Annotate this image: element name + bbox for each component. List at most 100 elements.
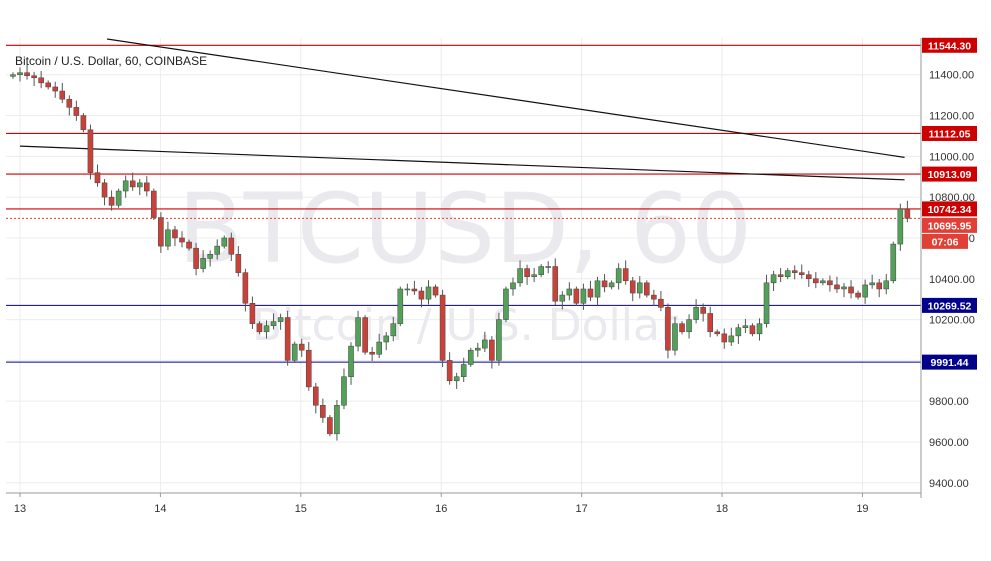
candle-body [679, 323, 685, 333]
candle-body [665, 307, 671, 351]
candle-body [73, 107, 80, 116]
candle-body [334, 405, 340, 435]
candle-body [355, 317, 361, 347]
candle-body [214, 245, 220, 255]
candle-body [383, 335, 390, 343]
resistance-price-tag [922, 201, 977, 217]
candle-body [482, 339, 488, 349]
candle-body [397, 288, 404, 324]
trendline[interactable] [19, 145, 905, 181]
chart-title: Bitcoin / U.S. Dollar, 60, COINBASE [15, 54, 207, 68]
candle-body [594, 280, 601, 298]
trendlines [19, 38, 905, 181]
candle-body [256, 323, 263, 333]
candle-body [122, 180, 129, 192]
candle-body [129, 180, 136, 188]
candle-body [890, 243, 897, 282]
candle-body [249, 302, 256, 324]
support-price-tag-text: 10269.52 [928, 300, 972, 312]
candle-body [538, 266, 544, 275]
candle-body [327, 417, 333, 435]
candle-body [587, 288, 594, 298]
candle-body [320, 405, 326, 418]
candle-body [193, 247, 199, 269]
candle-body [341, 376, 347, 406]
candle-body [115, 190, 122, 206]
candle-body [693, 307, 699, 320]
candle-body [869, 282, 875, 286]
candle-body [566, 288, 573, 296]
time-tick-label: 16 [435, 503, 447, 515]
candle-body [136, 182, 143, 188]
candle-body [517, 268, 523, 284]
candle-body [756, 323, 763, 335]
candle-body [883, 280, 890, 290]
candle-body [17, 72, 23, 75]
candle-body [897, 208, 904, 245]
time-tick-label: 14 [154, 503, 166, 515]
candle-body [686, 319, 692, 333]
candle-body [284, 317, 291, 361]
price-tick-label: 11000.00 [929, 151, 974, 163]
candle-body [784, 270, 791, 277]
candle-body [348, 345, 354, 377]
candle-body [151, 190, 157, 218]
candle-body [186, 241, 192, 249]
candle-body [460, 364, 467, 377]
candle-body [10, 74, 16, 77]
candles [10, 64, 911, 441]
last-price-tag [922, 217, 977, 233]
time-axis[interactable]: 13 14 15 16 17 18 19 [14, 493, 869, 515]
candle-body [862, 284, 868, 298]
candle-body [242, 272, 249, 304]
candle-body [876, 282, 882, 290]
candle-body [848, 286, 854, 294]
candle-body [904, 208, 911, 219]
candle-body [369, 351, 375, 355]
candle-body [820, 280, 826, 284]
price-tags: 11544.30 11112.05 10913.09 10742.34 10269.52… [922, 37, 977, 370]
candle-body [439, 294, 446, 361]
support-price-tag [922, 354, 977, 370]
watermark-symbol: BTCUSD, 60 [178, 173, 752, 285]
candle-body [453, 376, 460, 382]
candle-body [573, 288, 580, 304]
candle-body [580, 288, 587, 304]
resistance-price-tag [922, 37, 977, 53]
candle-body [798, 272, 805, 275]
candle-body [601, 280, 608, 288]
grid [6, 38, 921, 493]
candle-body [615, 268, 622, 284]
candle-body [66, 98, 73, 108]
candle-body [672, 323, 678, 351]
candle-body [552, 266, 559, 302]
candle-body [749, 325, 756, 335]
candle-body [38, 77, 44, 84]
candle-body [158, 217, 164, 247]
countdown-tag [922, 233, 968, 249]
candle-body [644, 282, 650, 296]
candle-body [777, 274, 784, 277]
resistance-price-tag-text: 11112.05 [928, 128, 970, 140]
resistance-price-tag-text: 11544.30 [928, 40, 971, 52]
candle-body [179, 237, 185, 243]
candle-body [636, 282, 643, 294]
candle-body [721, 333, 728, 343]
candle-body [425, 286, 432, 300]
support-price-tag-text: 9991.44 [931, 357, 969, 369]
time-tick-label: 17 [576, 503, 588, 515]
candle-body [228, 237, 235, 255]
last-price-tag-text: 10695.95 [928, 220, 972, 232]
trendline[interactable] [106, 38, 905, 158]
candle-body [31, 75, 37, 79]
candle-body [510, 282, 516, 290]
candle-body [700, 307, 706, 314]
candle-body [707, 313, 713, 333]
candle-body [80, 115, 87, 131]
candle-body [291, 343, 298, 361]
candle-body [87, 129, 94, 173]
candle-body [503, 288, 509, 320]
candle-body [841, 286, 847, 290]
candle-body [418, 290, 425, 300]
